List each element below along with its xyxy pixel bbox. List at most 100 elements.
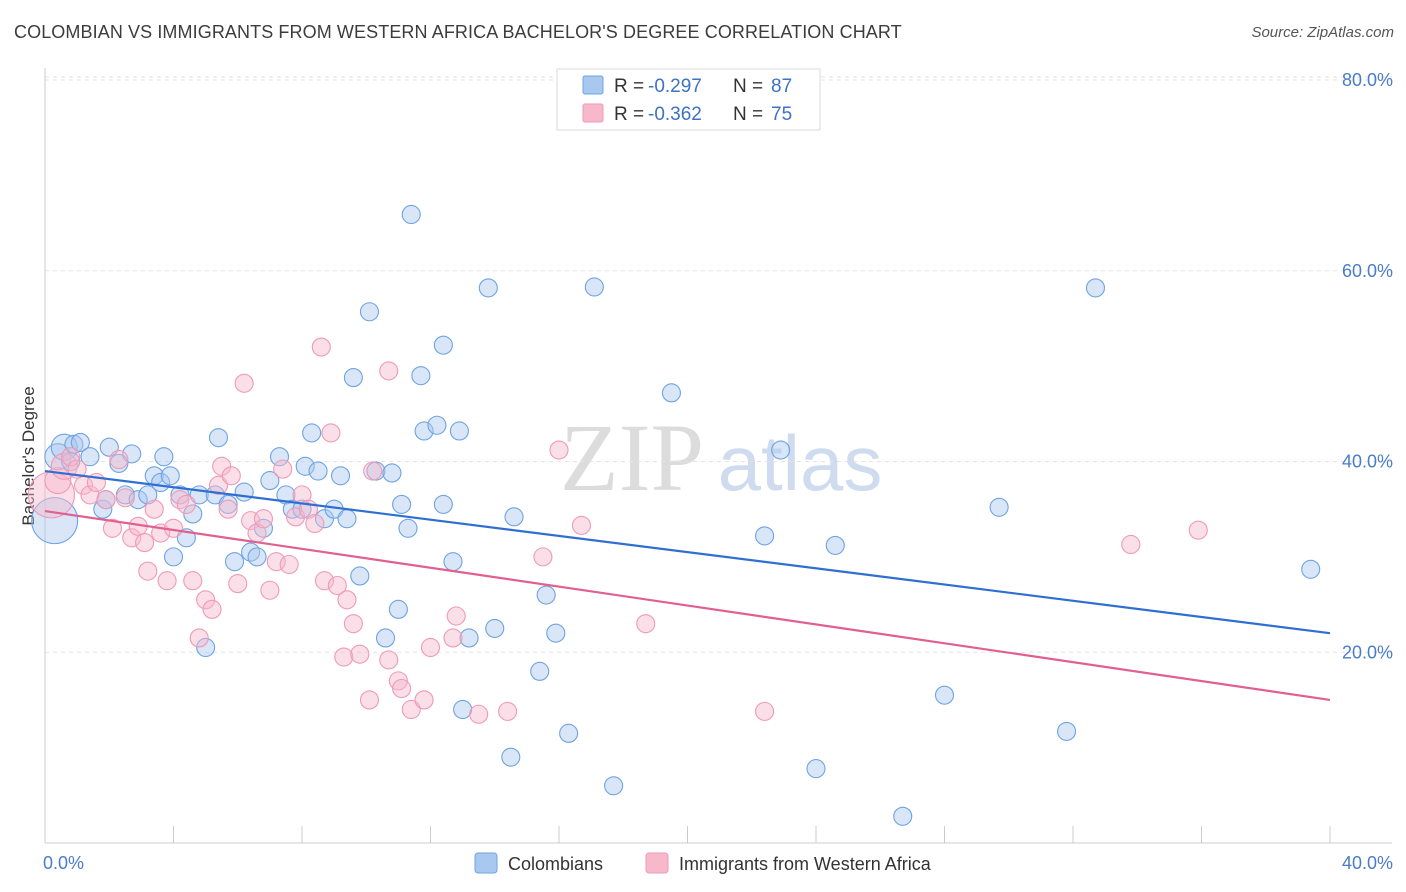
immigrants-point-25 bbox=[202, 599, 222, 619]
colombians-point-61 bbox=[449, 421, 469, 441]
watermark-zip: ZIP bbox=[560, 404, 704, 511]
immigrants-point-12 bbox=[122, 528, 142, 548]
colombians-point-38 bbox=[295, 456, 315, 476]
legend-r-label-2: R = bbox=[614, 104, 644, 125]
colombians-point-79 bbox=[893, 806, 913, 826]
colombians-point-20 bbox=[170, 485, 190, 505]
colombians-point-4 bbox=[64, 434, 84, 454]
colombians-point-53 bbox=[398, 518, 418, 538]
legend-n-label-1: N = bbox=[733, 76, 763, 97]
colombians-point-78 bbox=[825, 535, 845, 555]
immigrants-point-23 bbox=[189, 628, 209, 648]
colombians-point-43 bbox=[330, 466, 351, 486]
colombians-point-27 bbox=[218, 494, 238, 514]
colombians-point-80 bbox=[934, 685, 955, 705]
immigrants-point-43 bbox=[311, 337, 331, 357]
series-legend-label-immigrants: Immigrants from Western Africa bbox=[679, 854, 932, 874]
colombians-point-58 bbox=[433, 335, 453, 355]
immigrants-trend-line bbox=[44, 510, 1331, 702]
colombians-point-52 bbox=[392, 494, 412, 514]
immigrants-point-45 bbox=[321, 423, 341, 443]
immigrants-point-59 bbox=[420, 637, 441, 658]
series-legend: Colombians Immigrants from Western Afric… bbox=[474, 852, 932, 874]
colombians-point-82 bbox=[1057, 721, 1077, 741]
colombians-point-41 bbox=[314, 509, 335, 529]
colombians-point-29 bbox=[234, 482, 254, 502]
colombians-point-65 bbox=[485, 618, 505, 638]
y-axis-title: Bachelor's Degree bbox=[19, 386, 38, 525]
colombians-point-83 bbox=[1085, 278, 1106, 298]
legend-r-label-1: R = bbox=[614, 76, 644, 97]
immigrants-point-48 bbox=[337, 590, 357, 610]
colombians-point-66 bbox=[501, 747, 521, 767]
colombians-point-6 bbox=[80, 447, 100, 467]
colombians-point-45 bbox=[343, 368, 363, 388]
immigrants-point-60 bbox=[443, 628, 463, 648]
immigrants-point-37 bbox=[273, 459, 293, 479]
colombians-point-70 bbox=[546, 623, 566, 643]
immigrants-point-8 bbox=[96, 490, 116, 510]
colombians-point-33 bbox=[260, 471, 280, 491]
colombians-point-47 bbox=[359, 302, 380, 322]
legend-n-label-2: N = bbox=[733, 104, 763, 125]
immigrants-point-63 bbox=[498, 701, 518, 721]
immigrants-point-61 bbox=[446, 606, 466, 626]
legend-r-value-1: -0.297 bbox=[648, 76, 702, 97]
immigrants-point-64 bbox=[533, 547, 553, 567]
immigrants-point-10 bbox=[109, 450, 129, 470]
immigrants-point-15 bbox=[138, 561, 158, 581]
colombians-point-26 bbox=[208, 428, 229, 448]
watermark-atlas: atlas bbox=[718, 419, 883, 507]
y-tick-label-60: 60.0% bbox=[1342, 261, 1393, 281]
immigrants-point-3 bbox=[61, 447, 81, 467]
colombians-point-67 bbox=[504, 507, 524, 527]
colombians-point-63 bbox=[459, 628, 479, 648]
colombians-trend-line bbox=[44, 469, 1331, 635]
colombians-point-19 bbox=[163, 547, 184, 567]
immigrants-point-29 bbox=[221, 466, 241, 486]
legend-r-value-2: -0.362 bbox=[648, 104, 702, 125]
immigrants-point-54 bbox=[379, 650, 399, 670]
stats-legend: R = -0.297 N = 87 R = -0.362 N = 75 bbox=[556, 68, 821, 131]
immigrants-point-51 bbox=[363, 461, 383, 481]
immigrants-point-65 bbox=[549, 440, 569, 460]
y-tick-labels: 20.0% 40.0% 60.0% 80.0% bbox=[1342, 70, 1393, 662]
colombians-point-5 bbox=[70, 432, 90, 452]
immigrants-point-50 bbox=[350, 644, 370, 664]
colombians-point-57 bbox=[427, 415, 447, 435]
gridlines bbox=[45, 76, 1392, 653]
immigrants-point-58 bbox=[414, 690, 434, 710]
immigrants-point-11 bbox=[115, 488, 135, 508]
colombians-point-56 bbox=[414, 421, 434, 441]
trend-lines bbox=[44, 469, 1331, 702]
colombians-point-62 bbox=[453, 699, 473, 720]
colombians-point-0 bbox=[31, 497, 79, 545]
colombians-point-75 bbox=[755, 526, 775, 546]
colombians-point-40 bbox=[308, 461, 328, 481]
colombians-point-28 bbox=[224, 552, 245, 572]
colombians-point-36 bbox=[282, 499, 302, 519]
y-tick-label-80: 80.0% bbox=[1342, 70, 1393, 90]
legend-swatch-colombians bbox=[582, 75, 604, 95]
immigrants-point-69 bbox=[1121, 534, 1141, 555]
colombians-point-50 bbox=[382, 463, 402, 483]
immigrants-point-38 bbox=[279, 554, 299, 575]
immigrants-point-16 bbox=[144, 499, 164, 519]
immigrants-point-26 bbox=[208, 475, 229, 495]
y-tick-label-20: 20.0% bbox=[1342, 642, 1393, 662]
colombians-point-31 bbox=[247, 547, 267, 567]
colombians-point-51 bbox=[388, 599, 408, 619]
immigrants-point-66 bbox=[571, 515, 592, 535]
colombians-point-72 bbox=[584, 277, 604, 297]
source-label: Source: ZipAtlas.com bbox=[1251, 24, 1394, 41]
immigrants-point-47 bbox=[334, 647, 354, 667]
watermark: ZIP atlas bbox=[560, 404, 882, 511]
series-legend-label-colombians: Colombians bbox=[508, 854, 603, 874]
immigrants-point-70 bbox=[1188, 520, 1208, 540]
colombians-point-49 bbox=[375, 628, 396, 648]
colombians-point-77 bbox=[806, 759, 826, 779]
immigrants-point-22 bbox=[183, 571, 203, 591]
y-tick-label-40: 40.0% bbox=[1342, 452, 1393, 472]
series-legend-swatch-immigrants bbox=[645, 852, 669, 874]
